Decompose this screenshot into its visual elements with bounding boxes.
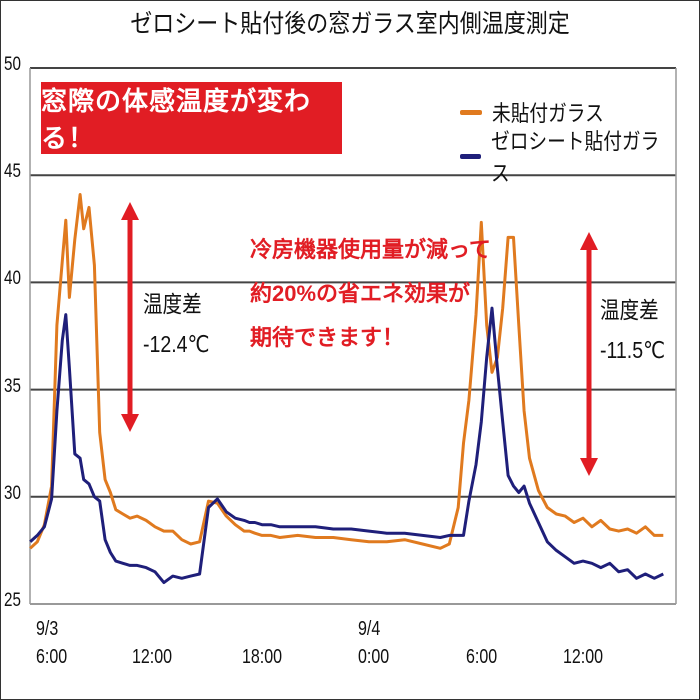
highlight-banner: 窓際の体感温度が変わる！ (41, 82, 342, 154)
energy-saving-note: 冷房機器使用量が減って 約20%の省エネ効果が 期待できます！ (250, 228, 491, 360)
x-tick-label: 12:00 (563, 646, 604, 668)
legend-label: 未貼付ガラス (492, 101, 604, 126)
y-tick-label: 45 (4, 161, 21, 183)
diff-label: 温度差 (600, 297, 659, 323)
note-line: 冷房機器使用量が減って (250, 237, 491, 262)
x-tick-label: 9/3 6:00 (36, 618, 68, 668)
y-tick-label: 35 (4, 375, 21, 397)
legend-item-unfilmed: 未貼付ガラス (460, 90, 700, 134)
y-tick-label: 40 (4, 268, 21, 290)
series-line-unfilmed (29, 193, 664, 550)
y-tick-label: 50 (4, 54, 21, 75)
temperature-diff-left: 温度差 -12.4℃ (143, 284, 221, 364)
y-tick-label: 25 (4, 590, 21, 611)
x-tick-label: 9/4 0:00 (358, 618, 390, 668)
note-line: 約20%の省エネ効果が (250, 281, 471, 306)
diff-value: -11.5℃ (600, 337, 666, 363)
double-arrow-left-icon (121, 202, 139, 432)
x-tick-label: 12:00 (132, 646, 173, 668)
series-line-zerosheet (29, 306, 664, 585)
gridlines (30, 67, 676, 605)
temperature-diff-right: 温度差 -11.5℃ (600, 290, 677, 370)
x-tick-label: 6:00 (466, 646, 498, 668)
legend-item-zerosheet: ゼロシート貼付ガラス (460, 129, 700, 186)
legend-swatch-orange (460, 109, 482, 115)
note-line: 期待できます！ (250, 325, 405, 350)
legend-label: ゼロシート貼付ガラス (490, 129, 660, 186)
chart-title: ゼロシート貼付後の窓ガラス室内側温度測定 (130, 10, 570, 38)
banner-text: 窓際の体感温度が変わる！ (41, 86, 312, 153)
x-tick-label: 18:00 (242, 646, 283, 668)
legend-swatch-navy (460, 153, 481, 159)
double-arrow-right-icon (580, 232, 598, 476)
diff-value: -12.4℃ (143, 331, 210, 357)
diff-label: 温度差 (143, 291, 202, 317)
legend: 未貼付ガラス ゼロシート貼付ガラス (460, 90, 700, 186)
y-tick-label: 30 (4, 482, 21, 504)
